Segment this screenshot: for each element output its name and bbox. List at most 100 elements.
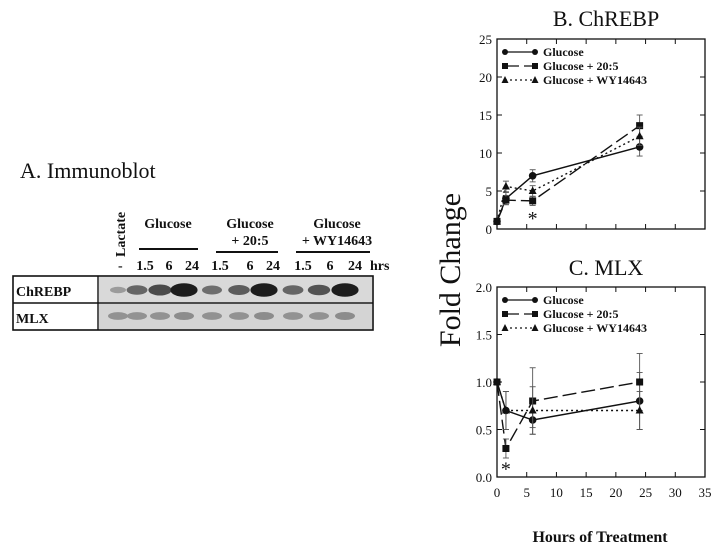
chart-2-x-tick-label: 20 (609, 485, 622, 500)
group-label-3: + WY14643 (302, 234, 372, 249)
chart-2-series-3-point (501, 406, 510, 414)
mlx-band (309, 312, 329, 320)
timepoint-label: 1.5 (294, 259, 312, 274)
mlx-band (150, 312, 170, 320)
chart-2-y-tick-label: 1.5 (476, 328, 492, 343)
chrebp-band (250, 283, 278, 297)
shared-x-axis-label: Hours of Treatment (532, 529, 668, 546)
chart-2-legend-marker (502, 311, 508, 317)
chart-2-x-tick-label: 0 (494, 485, 501, 500)
chart-2-significance-asterisk: * (501, 459, 511, 481)
chart-1-series-3-point (635, 131, 644, 140)
chart-1-series-3-point (501, 181, 510, 190)
chart-1-significance-asterisk: * (528, 208, 538, 230)
chart-1-series-2-line (496, 125, 641, 222)
chart-2-legend-marker (501, 324, 509, 331)
chart-1-y-tick-label: 10 (479, 146, 492, 161)
mlx-band (174, 312, 194, 320)
chart-2-y-tick-label: 2.0 (476, 280, 492, 295)
chart-1-series-3-point (493, 216, 501, 225)
chart-2-x-tick-label: 35 (699, 485, 712, 500)
mlx-band (254, 312, 274, 320)
chart-2-legend-label: Glucose (543, 293, 584, 307)
chart-1-series-1-line (496, 146, 640, 222)
chart-1-series-2-point (502, 196, 510, 204)
chart-2-legend-label: Glucose + WY14643 (543, 321, 647, 335)
row-label-mlx: MLX (16, 312, 49, 327)
row-label-chrebp: ChREBP (16, 285, 72, 300)
chart-2-series-1-line (496, 381, 640, 421)
chrebp-band (148, 284, 172, 296)
chart-2-y-tick-label: 0.0 (476, 470, 492, 485)
chart-2-series-3-point (528, 406, 537, 414)
timepoint-label: 1.5 (136, 259, 154, 274)
chart-1-y-tick-label: 15 (479, 108, 492, 123)
chart-1-series-3-point (528, 186, 537, 194)
chart-1-legend-marker (532, 63, 538, 69)
mlx-band (127, 312, 147, 320)
chart-2-legend-marker (531, 324, 539, 331)
chart-1-legend-marker (531, 76, 539, 83)
timepoint-label: 24 (185, 259, 199, 274)
chart-2-legend-marker (532, 311, 538, 317)
chart-2-legend-marker (532, 297, 538, 303)
group-label-1: Glucose (144, 217, 191, 232)
chart-2-x-tick-label: 25 (639, 485, 652, 500)
chart-2-legend-marker (502, 297, 508, 303)
chrebp-band (126, 285, 148, 295)
timepoint-label: 24 (348, 259, 362, 274)
chart-2-series-2-point (502, 445, 510, 452)
chart-1-y-tick-label: 0 (486, 222, 493, 237)
chart-2-x-tick-label: 10 (550, 485, 563, 500)
chart-1-y-tick-label: 5 (486, 184, 493, 199)
chrebp-band (202, 285, 222, 295)
chart-2-title: C. MLX (569, 255, 644, 280)
mlx-band (229, 312, 249, 320)
chart-2-x-tick-label: 15 (580, 485, 593, 500)
chart-2-legend-label: Glucose + 20:5 (543, 307, 619, 321)
chrebp-band (110, 286, 126, 294)
chart-2-y-tick-label: 0.5 (476, 423, 492, 438)
timepoint-label: 1.5 (211, 259, 229, 274)
mlx-band (202, 312, 222, 320)
chart-1-legend-marker (532, 49, 538, 55)
shared-y-axis-label: Fold Change (434, 193, 467, 347)
mlx-band (335, 312, 355, 320)
chart-2-x-tick-label: 30 (669, 485, 682, 500)
chart-2-series-2-line (496, 381, 640, 451)
chart-1-y-tick-label: 20 (479, 70, 492, 85)
timepoint-label: 6 (247, 259, 254, 274)
chart-2-series-2-point (636, 378, 644, 386)
group-label-2: Glucose (226, 217, 273, 232)
lactate-minus-mark: - (118, 259, 123, 274)
lactate-lane-label: Lactate (114, 212, 129, 257)
chrebp-band (282, 285, 304, 295)
chart-1-legend-label: Glucose (543, 45, 584, 59)
chart-2-series-3-line (496, 381, 640, 412)
mlx-band (283, 312, 303, 320)
chart-1-title: B. ChREBP (553, 6, 659, 31)
group-label-2: + 20:5 (231, 234, 268, 249)
chart-1-series-1-point (528, 172, 537, 180)
mlx-band (108, 312, 128, 320)
chart-2-x-tick-label: 5 (523, 485, 530, 500)
group-label-3: Glucose (313, 217, 360, 232)
chart-1-legend-marker (502, 63, 508, 69)
chart-1-legend-marker (502, 49, 508, 55)
timepoint-label: 24 (266, 259, 280, 274)
timepoint-label: 6 (327, 259, 334, 274)
chart-1-series-2-point (636, 122, 644, 130)
time-unit-label: hrs (370, 259, 390, 274)
chart-1-y-tick-label: 25 (479, 32, 492, 47)
timepoint-label: 6 (166, 259, 173, 274)
chart-2-series-3-point (493, 377, 501, 385)
chrebp-band (331, 283, 359, 297)
chrebp-band (228, 285, 250, 295)
chrebp-band (170, 283, 198, 297)
chart-1-plot-frame (496, 38, 706, 230)
chart-1-legend-label: Glucose + WY14643 (543, 73, 647, 87)
panel-a-title: A. Immunoblot (20, 158, 156, 183)
chart-2-y-tick-label: 1.0 (476, 375, 492, 390)
